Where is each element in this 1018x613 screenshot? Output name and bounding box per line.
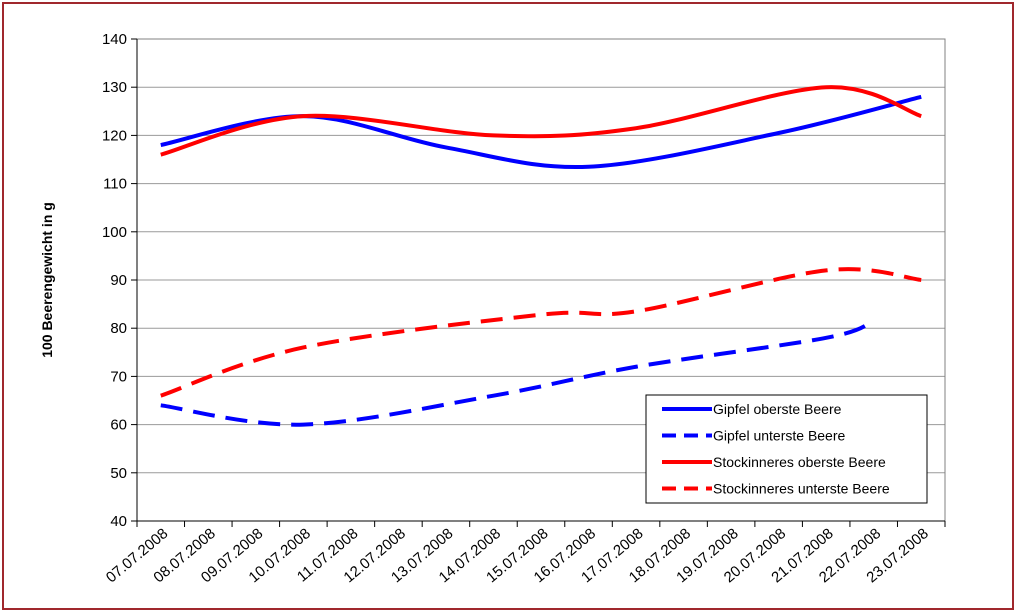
y-tick-label: 80: [110, 320, 127, 337]
legend-label-4: Stockinneres unterste Beere: [713, 481, 890, 497]
legend-label-3: Stockinneres oberste Beere: [713, 454, 886, 470]
x-tick-labels: 07.07.200808.07.200809.07.200810.07.2008…: [103, 525, 932, 586]
series-line-2: [160, 319, 875, 427]
y-axis-label: 100 Beerengewicht in g: [39, 202, 55, 358]
series-lines: [160, 85, 922, 427]
y-tick-label: 50: [110, 465, 127, 482]
y-tick-label: 140: [102, 31, 127, 48]
legend-label-1: Gipfel oberste Beere: [713, 401, 842, 417]
y-tick-label: 40: [110, 513, 127, 530]
legend-label-2: Gipfel unterste Beere: [713, 428, 846, 444]
series-line-1: [160, 94, 922, 170]
y-tick-label: 130: [102, 79, 127, 96]
y-tick-label: 100: [102, 224, 127, 241]
y-tick-label: 90: [110, 272, 127, 289]
y-tick-label: 70: [110, 368, 127, 385]
series-line-3: [160, 85, 922, 157]
legend: Gipfel oberste Beere Gipfel unterste Beer…: [645, 394, 928, 504]
y-tick-labels: 40 50 60 70 80 90 100 110 120 130 140: [102, 31, 127, 530]
y-tick-label: 60: [110, 417, 127, 434]
y-tick-label: 110: [103, 176, 127, 193]
series-line-4: [160, 267, 922, 398]
legend-box: [645, 394, 928, 504]
y-tick-label: 120: [102, 127, 127, 144]
axes: [131, 38, 946, 527]
